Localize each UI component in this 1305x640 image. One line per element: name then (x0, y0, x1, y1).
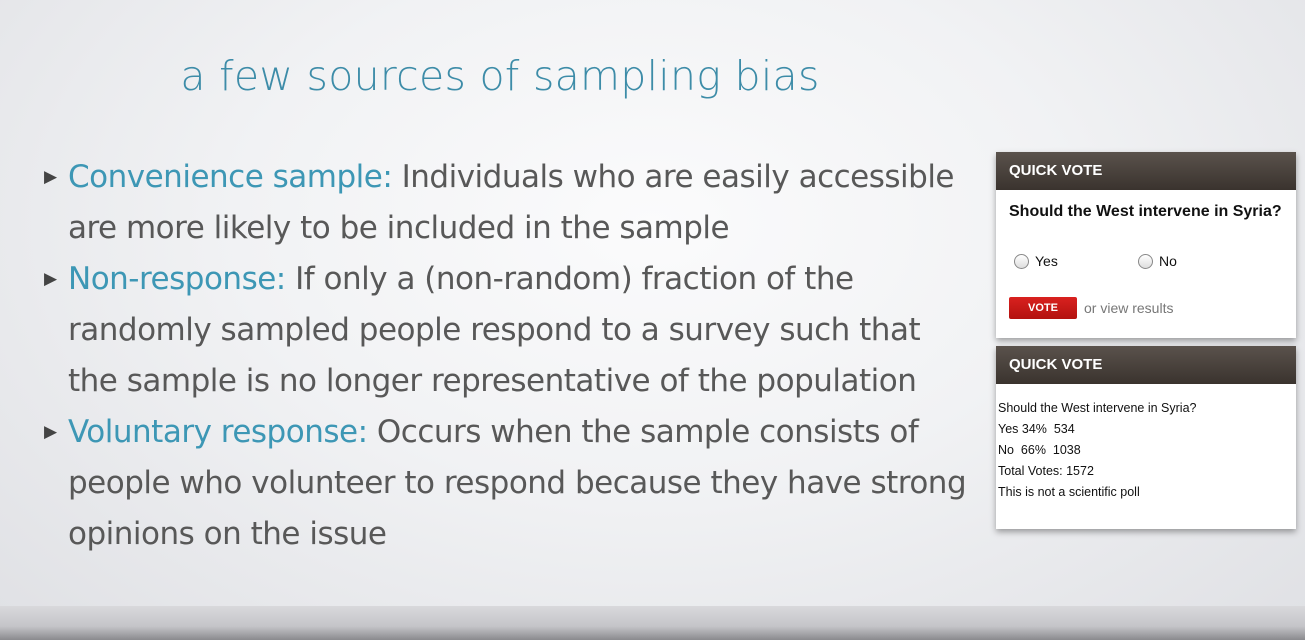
results-yes: Yes 34% 534 (998, 422, 1075, 436)
results-list: Should the West intervene in Syria? Yes … (998, 398, 1197, 503)
slide-title: a few sources of sampling bias (180, 52, 820, 100)
triangle-bullet-icon: ▶ (44, 269, 57, 289)
option-label: Yes (1035, 253, 1058, 269)
radio-icon[interactable] (1138, 253, 1153, 269)
bullet-text: If only a (non-random) fraction of the r… (68, 261, 921, 399)
triangle-bullet-icon: ▶ (44, 167, 57, 187)
bullet-term: Voluntary response: (68, 414, 368, 450)
results-disclaimer: This is not a scientific poll (998, 485, 1140, 499)
quick-vote-header: QUICK VOTE (996, 152, 1296, 190)
quick-vote-results: QUICK VOTE Should the West intervene in … (996, 346, 1296, 529)
option-yes[interactable]: Yes (1014, 253, 1058, 269)
bullet-convenience-sample: ▶ Convenience sample: Individuals who are… (40, 152, 975, 254)
bottom-bar (0, 606, 1305, 640)
results-total: Total Votes: 1572 (998, 464, 1094, 478)
quick-vote-header: QUICK VOTE (996, 346, 1296, 384)
bullet-text: Occurs when the sample consists of peopl… (68, 414, 967, 552)
bullet-list: ▶ Convenience sample: Individuals who are… (40, 152, 975, 560)
bullet-term: Non-response: (68, 261, 286, 297)
view-results-link[interactable]: or view results (1084, 300, 1174, 316)
bullet-term: Convenience sample: (68, 159, 393, 195)
bullet-voluntary-response: ▶ Voluntary response: Occurs when the sam… (40, 407, 975, 560)
results-question: Should the West intervene in Syria? (998, 401, 1197, 415)
vote-button[interactable]: VOTE (1009, 297, 1077, 319)
poll-question: Should the West intervene in Syria? (1009, 203, 1282, 220)
bullet-non-response: ▶ Non-response: If only a (non-random) fr… (40, 254, 975, 407)
radio-icon[interactable] (1014, 253, 1029, 269)
option-no[interactable]: No (1138, 253, 1177, 269)
triangle-bullet-icon: ▶ (44, 422, 57, 442)
quick-vote-form: QUICK VOTE Should the West intervene in … (996, 152, 1296, 338)
option-label: No (1159, 253, 1177, 269)
bullet-text: Individuals who are easily accessible ar… (68, 159, 955, 246)
results-no: No 66% 1038 (998, 443, 1081, 457)
